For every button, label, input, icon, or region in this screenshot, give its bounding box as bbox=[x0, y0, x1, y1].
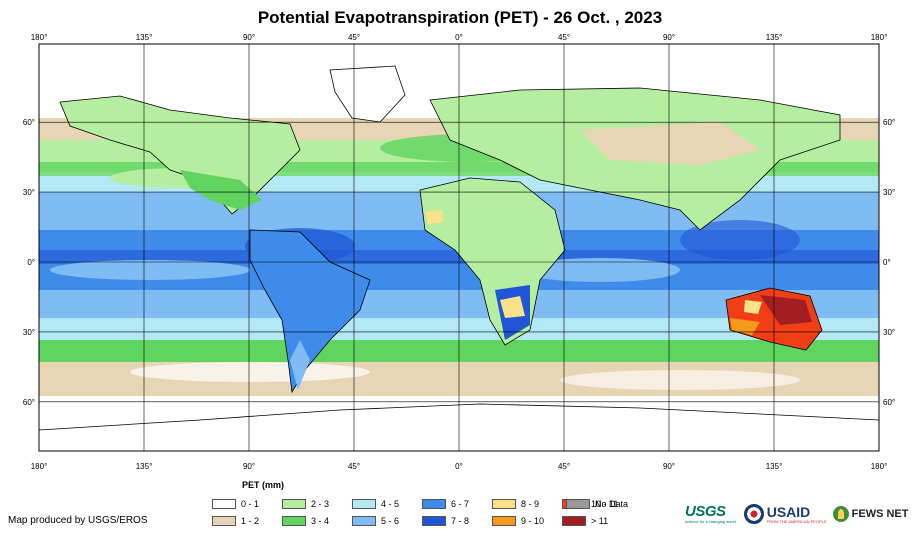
legend-swatch bbox=[352, 499, 376, 509]
lon-tick-label-bottom: 45° bbox=[348, 462, 360, 471]
credit-text: Map produced by USGS/EROS bbox=[8, 515, 148, 526]
legend-item: 3 - 4 bbox=[282, 514, 329, 528]
legend-item: 4 - 5 bbox=[352, 497, 399, 511]
lon-tick-label-top: 135° bbox=[136, 33, 153, 42]
legend-item: 8 - 9 bbox=[492, 497, 539, 511]
lon-tick-label-top: 180° bbox=[871, 33, 888, 42]
lon-tick-label-top: 180° bbox=[31, 33, 48, 42]
legend-label: 4 - 5 bbox=[381, 499, 400, 509]
legend-label: 10 - 11 bbox=[591, 499, 619, 509]
lon-tick-label-bottom: 90° bbox=[243, 462, 255, 471]
lon-tick-label-top: 135° bbox=[766, 33, 783, 42]
fews-net-icon bbox=[832, 506, 849, 522]
legend: 0 - 1 1 - 2 2 - 3 3 - 4 4 - 5 5 - 6 6 - 7 7 - 8… bbox=[212, 497, 652, 531]
lat-tick-label-left: 30° bbox=[23, 328, 35, 337]
legend-swatch bbox=[566, 499, 590, 509]
lat-tick-label-left: 0° bbox=[27, 258, 35, 267]
lon-tick-label-top: 45° bbox=[558, 33, 570, 42]
map-title: Potential Evapotranspiration (PET) - 26 … bbox=[257, 8, 663, 27]
usgs-tagline: science for a changing world bbox=[685, 519, 736, 524]
lat-tick-label-right: 0° bbox=[883, 258, 891, 267]
usaid-logo-text: USAID bbox=[766, 503, 811, 520]
legend-title: PET (mm) bbox=[242, 480, 285, 490]
legend-swatch bbox=[212, 499, 236, 509]
lon-tick-label-top: 90° bbox=[243, 33, 255, 42]
lat-tick-label-right: 30° bbox=[883, 328, 895, 337]
legend-item: 1 - 2 bbox=[212, 514, 259, 528]
legend-label: 7 - 8 bbox=[451, 516, 470, 526]
tick-labels: 180° 180° 135° 135° 90° 90° 45° 45° 0° 0° 45° 45° 90… bbox=[23, 33, 895, 471]
lat-tick-label-left: 30° bbox=[23, 188, 35, 197]
legend-label: No Data bbox=[595, 499, 629, 509]
legend-label: 9 - 10 bbox=[521, 516, 545, 526]
lat-tick-label-left: 60° bbox=[23, 118, 35, 127]
lat-tick-label-right: 60° bbox=[883, 398, 895, 407]
legend-label: 0 - 1 bbox=[241, 499, 260, 509]
usaid-tagline: FROM THE AMERICAN PEOPLE bbox=[766, 518, 827, 524]
legend-swatch bbox=[492, 499, 516, 509]
lat-tick-label-left: 60° bbox=[23, 398, 35, 407]
lat-tick-label-right: 30° bbox=[883, 188, 895, 197]
legend-label: 8 - 9 bbox=[521, 499, 540, 509]
fews-net-logo-text: FEWS NET bbox=[851, 508, 909, 520]
legend-item: No Data bbox=[566, 497, 628, 511]
lon-tick-label-bottom: 180° bbox=[871, 462, 888, 471]
legend-item: 9 - 10 bbox=[492, 514, 544, 528]
legend-label: > 11 bbox=[591, 516, 609, 526]
legend-swatch bbox=[352, 516, 376, 526]
legend-item: 2 - 3 bbox=[282, 497, 329, 511]
lon-tick-label-bottom: 45° bbox=[558, 462, 570, 471]
legend-swatch bbox=[422, 499, 446, 509]
lon-tick-label-top: 0° bbox=[455, 33, 463, 42]
usaid-seal-icon bbox=[743, 504, 764, 524]
legend-item: 5 - 6 bbox=[352, 514, 399, 528]
usaid-logo: USAID FROM THE AMERICAN PEOPLE bbox=[767, 505, 827, 524]
lon-tick-label-bottom: 0° bbox=[455, 462, 463, 471]
legend-swatch bbox=[562, 516, 586, 526]
legend-swatch bbox=[212, 516, 236, 526]
usgs-logo-text: USGS bbox=[685, 503, 726, 520]
legend-item: 6 - 7 bbox=[422, 497, 469, 511]
legend-label: 1 - 2 bbox=[241, 516, 260, 526]
lon-tick-label-top: 45° bbox=[348, 33, 360, 42]
lon-tick-label-bottom: 180° bbox=[31, 462, 48, 471]
legend-label: 2 - 3 bbox=[311, 499, 330, 509]
legend-swatch bbox=[422, 516, 446, 526]
legend-label: 5 - 6 bbox=[381, 516, 400, 526]
legend-label: 6 - 7 bbox=[451, 499, 470, 509]
graticule bbox=[38, 44, 880, 451]
legend-label: 3 - 4 bbox=[311, 516, 330, 526]
lon-tick-label-bottom: 135° bbox=[136, 462, 153, 471]
legend-swatch bbox=[492, 516, 516, 526]
usgs-logo: USGS science for a changing world bbox=[685, 504, 736, 524]
partner-logos: USGS science for a changing world USAID … bbox=[685, 500, 908, 528]
lon-tick-label-bottom: 90° bbox=[663, 462, 675, 471]
legend-item: > 11 bbox=[562, 514, 608, 528]
map-frame bbox=[38, 43, 880, 452]
lon-tick-label-bottom: 135° bbox=[766, 462, 783, 471]
legend-swatch bbox=[282, 516, 306, 526]
legend-swatch bbox=[282, 499, 306, 509]
lon-tick-label-top: 90° bbox=[663, 33, 675, 42]
legend-item: 0 - 1 bbox=[212, 497, 259, 511]
legend-item: 7 - 8 bbox=[422, 514, 469, 528]
lat-tick-label-right: 60° bbox=[883, 118, 895, 127]
